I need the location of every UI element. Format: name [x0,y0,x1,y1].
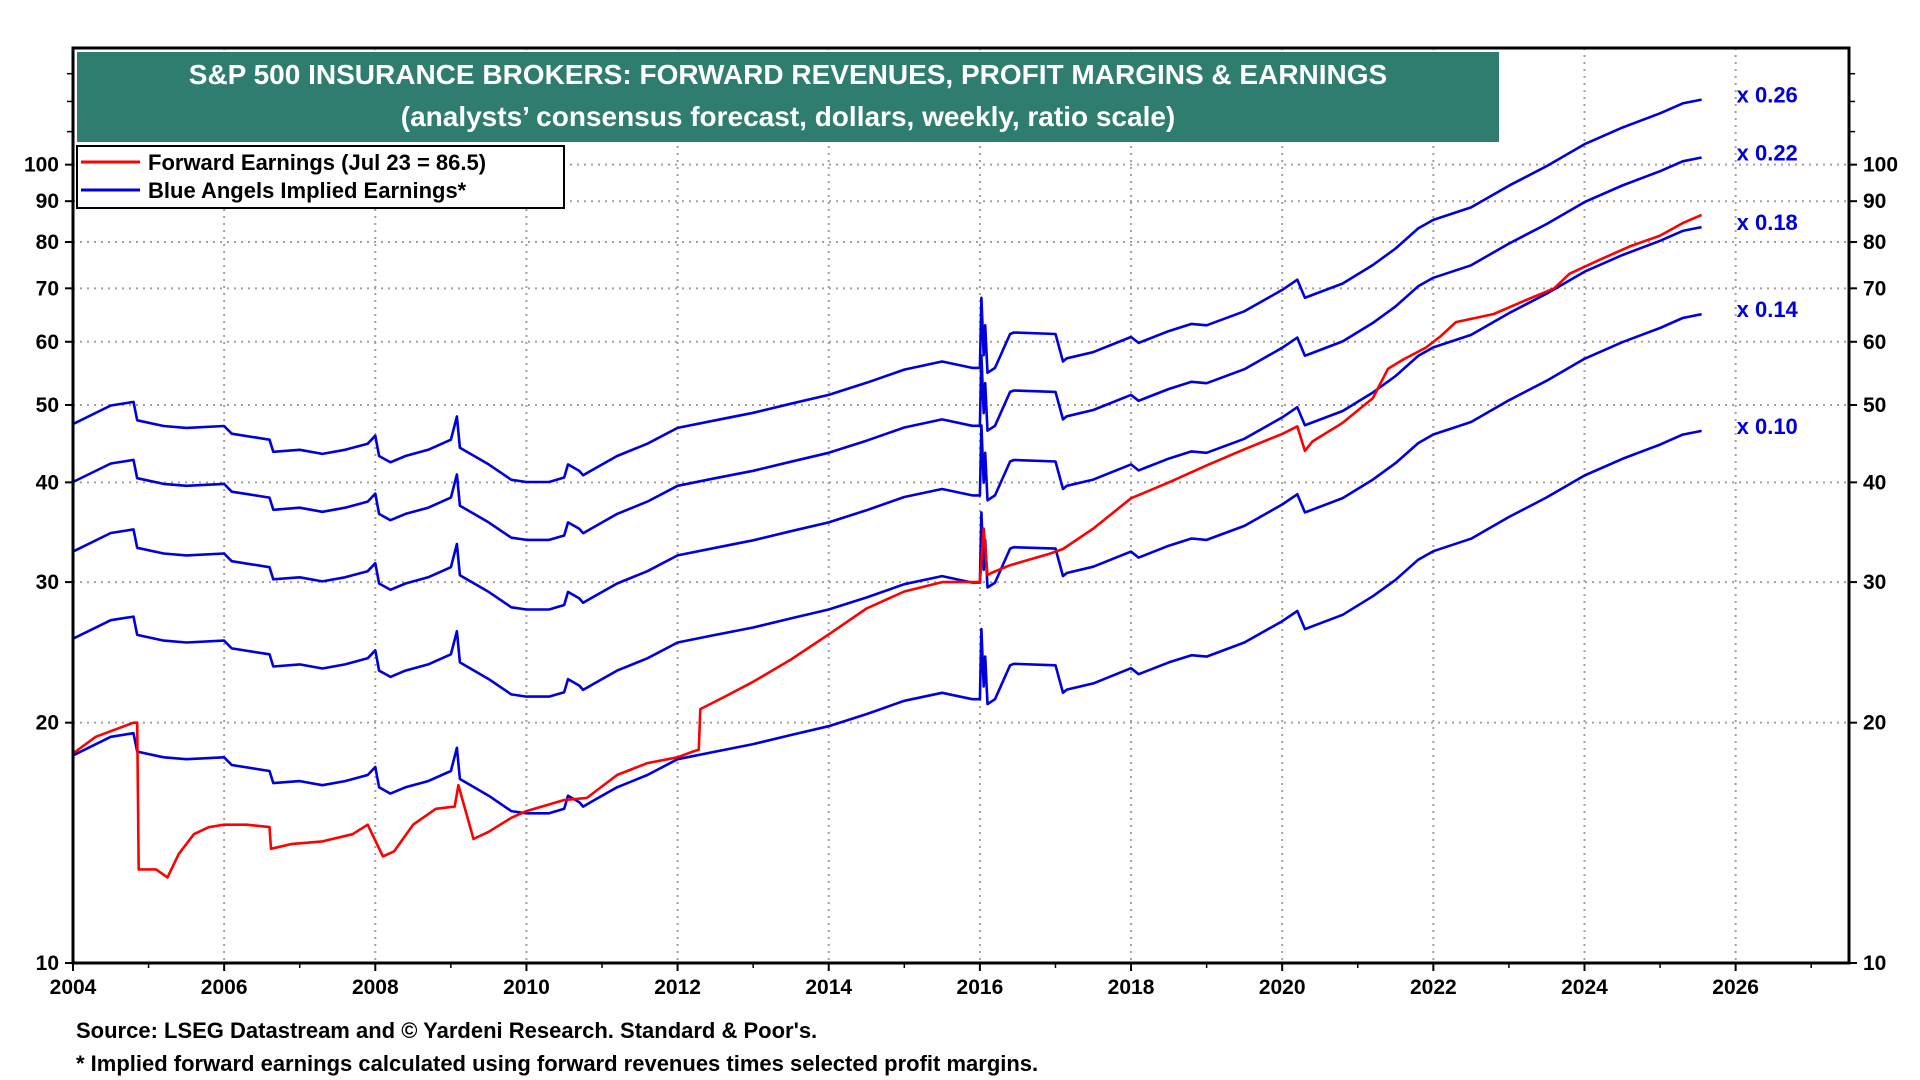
legend: Forward Earnings (Jul 23 = 86.5) Blue An… [76,145,565,209]
y-axis-right: 10 20 30 40 50 60 70 80 90 100 [1849,72,1898,975]
y-tick-label-right: 50 [1863,394,1886,417]
y-tick-label-left: 10 [36,952,59,975]
y-tick-label-right: 10 [1863,952,1886,975]
margin-label: x 0.18 [1737,210,1798,235]
x-tick-label: 2004 [50,976,97,999]
x-tick-label: 2008 [352,976,399,999]
x-tick-label: 2026 [1712,976,1759,999]
y-tick-label-right: 60 [1863,331,1886,354]
y-tick-label-right: 90 [1863,190,1886,213]
plot-frame [71,46,1851,965]
implied-earnings-line [72,98,1702,484]
implied-earnings-line [72,225,1702,611]
y-tick-label-left: 90 [36,190,59,213]
y-tick-label-left: 50 [36,394,59,417]
x-tick-label: 2016 [957,976,1004,999]
y-tick-label-left: 80 [36,231,59,254]
y-tick-label-left: 70 [36,277,59,300]
x-tick-label: 2018 [1108,976,1155,999]
margin-labels: x 0.26 x 0.22 x 0.18 x 0.14 x 0.10 [1737,83,1799,439]
legend-box [76,145,565,209]
x-axis: 2004 2006 2008 2010 2012 2014 2016 2018 2020 2022… [50,963,1812,999]
x-tick-label: 2010 [503,976,550,999]
y-tick-label-left: 40 [36,471,59,494]
x-tick-label: 2022 [1410,976,1457,999]
margin-label: x 0.14 [1737,297,1799,322]
y-tick-label-left: 20 [36,712,59,735]
x-tick-label: 2012 [654,976,701,999]
x-tick-label: 2014 [805,976,852,999]
x-tick-label: 2006 [201,976,248,999]
margin-label: x 0.22 [1737,141,1798,166]
implied-earnings-line [72,312,1702,698]
source-note: Source: LSEG Datastream and © Yardeni Re… [76,1018,817,1043]
y-tick-label-right: 80 [1863,231,1886,254]
margin-label: x 0.10 [1737,414,1798,439]
implied-earnings-line [72,156,1702,542]
y-tick-label-left: 60 [36,331,59,354]
y-tick-label-right: 40 [1863,471,1886,494]
title-background [77,52,1499,142]
y-tick-label-left: 30 [36,571,59,594]
title-box: S&P 500 INSURANCE BROKERS: FORWARD REVEN… [77,52,1499,142]
legend-label-implied: Blue Angels Implied Earnings* [148,178,467,203]
legend-label-forward: Forward Earnings (Jul 23 = 86.5) [148,150,486,175]
x-tick-label: 2024 [1561,976,1608,999]
chart-subtitle: (analysts’ consensus forecast, dollars, … [401,101,1176,132]
x-tick-label: 2020 [1259,976,1306,999]
implied-earnings-series [72,98,1702,815]
y-axis-left: 10 20 30 40 50 60 70 80 90 100 [24,72,73,975]
chart-title: S&P 500 INSURANCE BROKERS: FORWARD REVEN… [189,59,1387,90]
y-tick-label-right: 70 [1863,277,1886,300]
margin-label: x 0.26 [1737,83,1798,108]
y-tick-label-left: 100 [24,154,59,177]
forward-earnings-line [72,213,1703,879]
implied-earnings-line [72,429,1702,815]
forward-earnings-series [72,213,1703,879]
y-tick-label-right: 20 [1863,712,1886,735]
y-tick-label-right: 30 [1863,571,1886,594]
footnote: * Implied forward earnings calculated us… [76,1051,1038,1076]
y-tick-label-right: 100 [1863,154,1898,177]
